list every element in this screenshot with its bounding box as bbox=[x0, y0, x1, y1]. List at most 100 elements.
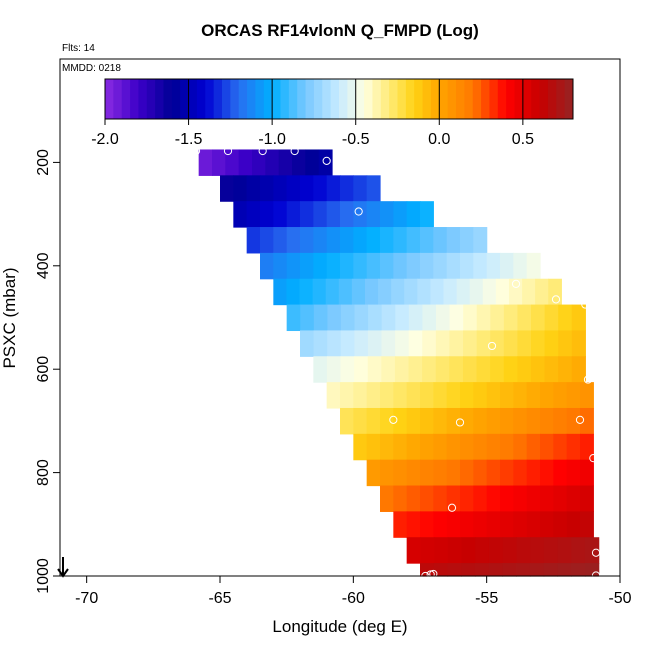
heatmap-cell-6-2 bbox=[313, 304, 328, 332]
colorbar-tick-label-2: -1.0 bbox=[258, 131, 286, 148]
heatmap-cell-15-3 bbox=[447, 537, 463, 564]
heatmap-cell-6-12 bbox=[449, 304, 464, 332]
heatmap-cell-16-4 bbox=[474, 563, 490, 577]
heatmap-cell-9-0 bbox=[326, 382, 341, 409]
heatmap-cell-3-5 bbox=[313, 227, 328, 254]
colorbar-segment-2 bbox=[121, 79, 131, 119]
heatmap-cell-12-0 bbox=[366, 459, 381, 487]
heatmap-cell-8-5 bbox=[381, 356, 396, 383]
heatmap-cell-8-8 bbox=[422, 356, 437, 383]
heatmap-cell-9-11 bbox=[473, 382, 488, 409]
heatmap-cell-8-9 bbox=[435, 356, 450, 383]
heatmap-cell-10-16 bbox=[553, 407, 568, 435]
heatmap-cell-5-17 bbox=[495, 278, 510, 306]
heatmap-cell-7-11 bbox=[449, 330, 464, 357]
heatmap-cell-15-5 bbox=[475, 537, 490, 564]
data-point-20 bbox=[591, 571, 601, 580]
heatmap-cell-9-7 bbox=[420, 382, 434, 409]
heatmap-cell-4-6 bbox=[340, 252, 354, 280]
heatmap-cell-3-15 bbox=[446, 227, 461, 254]
heatmap-cell-8-1 bbox=[326, 356, 342, 383]
heatmap-cell-3-17 bbox=[473, 227, 488, 254]
data-point-19 bbox=[429, 569, 438, 579]
y-tick-label-4: 1000 bbox=[35, 558, 52, 594]
heatmap-cell-0-6 bbox=[278, 149, 293, 176]
heatmap-cell-14-11 bbox=[540, 511, 554, 538]
heatmap-cell-10-18 bbox=[580, 407, 594, 435]
heatmap-cell-1-10 bbox=[353, 175, 368, 202]
colorbar-segment-23 bbox=[297, 79, 307, 119]
heatmap-cell-11-14 bbox=[540, 433, 554, 461]
heatmap-cell-16-12 bbox=[584, 563, 600, 577]
heatmap-cell-8-18 bbox=[558, 356, 573, 383]
heatmap-cell-4-10 bbox=[393, 252, 408, 280]
heatmap-cell-10-15 bbox=[540, 407, 554, 435]
heatmap-cell-14-2 bbox=[420, 511, 434, 538]
heatmap-cell-12-16 bbox=[580, 459, 594, 487]
colorbar-segment-47 bbox=[497, 79, 507, 119]
colorbar-segment-40 bbox=[439, 79, 449, 119]
colorbar-segment-8 bbox=[171, 79, 181, 119]
heatmap-cell-3-1 bbox=[260, 227, 274, 254]
heatmap-cell-9-2 bbox=[353, 382, 368, 409]
heatmap-cell-4-17 bbox=[486, 252, 501, 280]
heatmap-cell-10-6 bbox=[420, 407, 434, 435]
heatmap-cell-0-9 bbox=[318, 149, 333, 176]
heatmap-cell-3-12 bbox=[406, 227, 421, 254]
heatmap-cell-7-19 bbox=[558, 330, 573, 357]
colorbar-segment-19 bbox=[263, 79, 273, 119]
heatmap-cell-2-7 bbox=[326, 201, 341, 228]
data-point-4 bbox=[322, 156, 331, 165]
heatmap-cell-10-4 bbox=[393, 407, 408, 435]
heatmap-cell-4-1 bbox=[273, 252, 288, 280]
heatmap-cell-4-12 bbox=[420, 252, 434, 280]
heatmap-cell-6-11 bbox=[436, 304, 451, 332]
heatmap-cell-3-0 bbox=[246, 227, 261, 254]
heatmap-cell-3-7 bbox=[340, 227, 354, 254]
x-axis-label: Longitude (deg E) bbox=[272, 617, 407, 636]
colorbar-segment-36 bbox=[405, 79, 415, 119]
heatmap-cell-12-7 bbox=[460, 459, 474, 487]
heatmap-cell-12-13 bbox=[540, 459, 554, 487]
heatmap-cell-6-10 bbox=[422, 304, 437, 332]
heatmap-cell-11-15 bbox=[553, 433, 568, 461]
heatmap-cell-1-9 bbox=[340, 175, 354, 202]
heatmap-cell-4-7 bbox=[353, 252, 368, 280]
colorbar-segment-32 bbox=[372, 79, 382, 119]
heatmap-cell-11-8 bbox=[460, 433, 474, 461]
heatmap-cell-13-8 bbox=[486, 485, 501, 512]
heatmap-cell-13-7 bbox=[473, 485, 488, 512]
heatmap-cell-5-1 bbox=[286, 278, 301, 306]
heatmap-cell-0-1 bbox=[212, 149, 226, 176]
heatmap-cell-3-4 bbox=[300, 227, 314, 254]
heatmap-cell-5-3 bbox=[312, 278, 327, 306]
heatmap-cell-7-10 bbox=[435, 330, 451, 357]
heatmap-cell-9-5 bbox=[393, 382, 408, 409]
heatmap-cell-13-12 bbox=[540, 485, 554, 512]
colorbar-segment-13 bbox=[213, 79, 223, 119]
heatmap-cell-13-1 bbox=[393, 485, 408, 512]
heatmap-cell-16-7 bbox=[516, 563, 531, 577]
heatmap-cell-15-12 bbox=[571, 537, 586, 564]
x-tick-label-0: -70 bbox=[75, 590, 98, 607]
heatmap-cell-10-2 bbox=[366, 407, 381, 435]
heatmap-cell-9-15 bbox=[526, 382, 541, 409]
colorbar-segment-48 bbox=[506, 79, 515, 119]
heatmap-cell-3-10 bbox=[380, 227, 394, 254]
heatmap-cell-9-1 bbox=[340, 382, 354, 409]
heatmap-cell-8-15 bbox=[517, 356, 532, 383]
heatmap-cell-12-3 bbox=[406, 459, 421, 487]
heatmap-cell-3-16 bbox=[460, 227, 474, 254]
heatmap-cell-5-18 bbox=[508, 278, 523, 306]
colorbar-segment-22 bbox=[288, 79, 298, 119]
heatmap-cell-6-14 bbox=[476, 304, 491, 332]
data-point-9 bbox=[487, 341, 497, 351]
heatmap-cell-15-6 bbox=[488, 537, 504, 564]
heatmap-cell-5-21 bbox=[548, 278, 562, 306]
heatmap-cell-2-14 bbox=[420, 201, 434, 228]
heatmap-cell-14-5 bbox=[460, 511, 474, 538]
heatmap-cells bbox=[198, 149, 600, 577]
data-point-11 bbox=[389, 415, 398, 424]
colorbar-segment-5 bbox=[146, 79, 156, 119]
